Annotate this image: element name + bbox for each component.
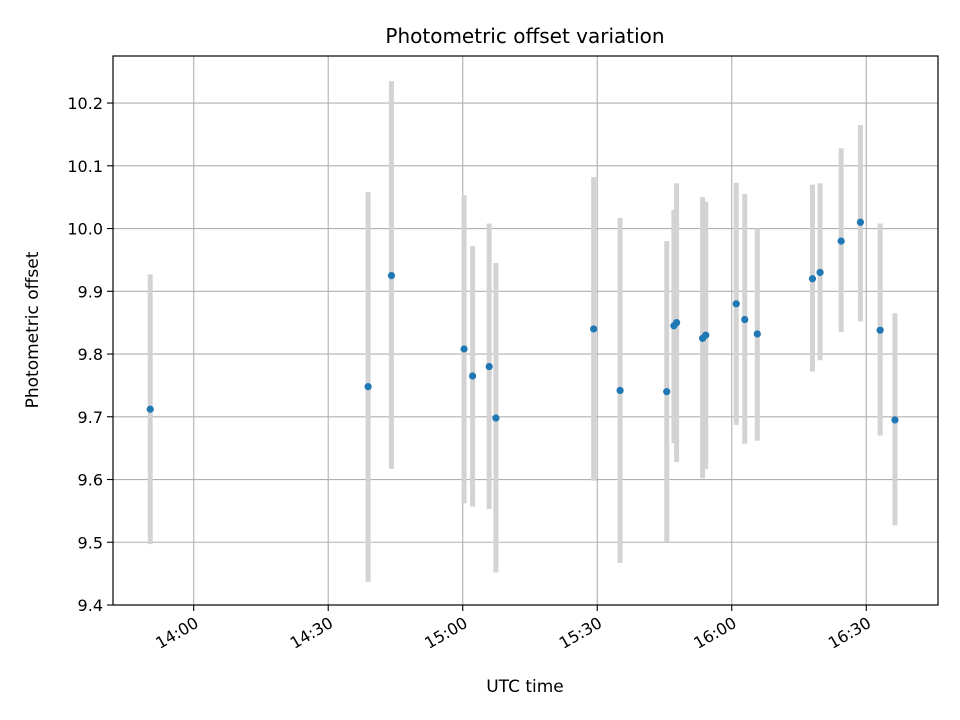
data-point (837, 237, 845, 245)
data-points (146, 218, 899, 424)
data-point (492, 414, 500, 422)
y-tick-label: 10.0 (67, 220, 103, 239)
data-point (876, 326, 884, 334)
data-point (364, 383, 372, 391)
data-point (816, 268, 824, 277)
y-tick-label: 10.1 (67, 157, 103, 176)
y-tick-label: 9.9 (78, 282, 103, 301)
data-point (387, 272, 396, 280)
y-tick-label: 9.5 (78, 533, 103, 552)
data-point (808, 275, 817, 283)
data-point (891, 416, 899, 424)
y-tick-label: 9.7 (78, 408, 103, 427)
y-axis-ticks: 9.4 9.5 9.6 9.7 9.8 9.9 10.0 10.1 10.2 (67, 94, 113, 615)
data-point (732, 300, 740, 308)
y-tick-label: 9.4 (78, 596, 103, 615)
x-axis-label: UTC time (486, 677, 564, 697)
plot-frame (112, 55, 939, 606)
data-point (485, 362, 493, 371)
y-tick-label: 9.6 (78, 471, 103, 490)
data-point (468, 372, 477, 380)
data-point (673, 319, 681, 327)
data-point (590, 325, 598, 333)
data-point (146, 405, 154, 413)
data-point (616, 386, 624, 395)
data-point (460, 345, 468, 353)
y-axis-label: Photometric offset (23, 251, 43, 408)
data-point (702, 331, 710, 339)
data-point (753, 330, 761, 338)
data-point (856, 218, 865, 226)
data-point (741, 315, 749, 324)
chart-title: Photometric offset variation (385, 24, 664, 48)
y-tick-label: 10.2 (67, 94, 103, 113)
data-point (663, 388, 671, 396)
grid-lines (113, 56, 938, 606)
y-tick-label: 9.8 (78, 345, 103, 364)
